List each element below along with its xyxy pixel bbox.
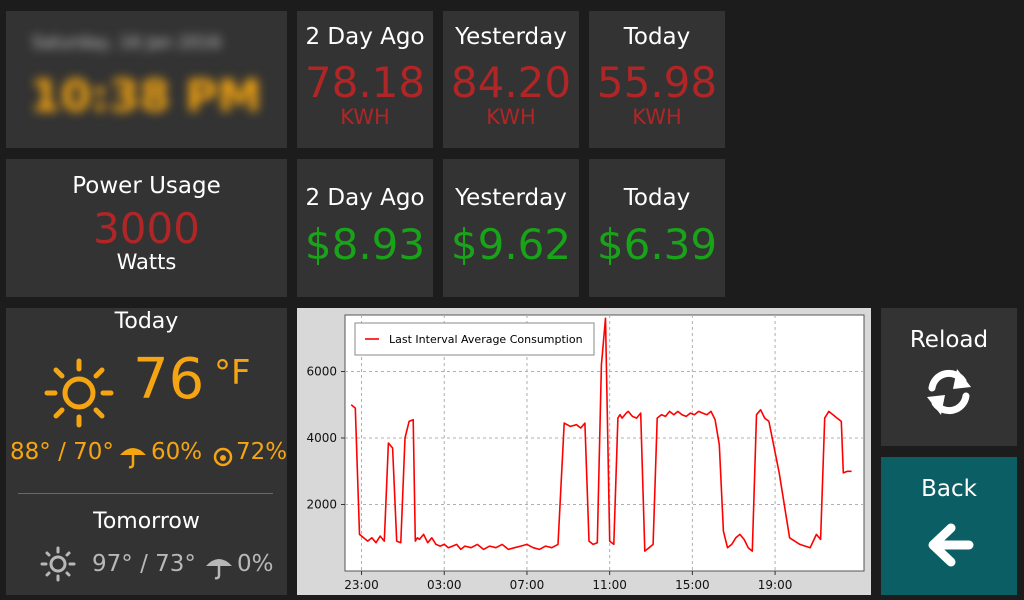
weather-today-rain: 60%	[151, 439, 203, 465]
energy-two-day-ago-label: 2 Day Ago	[305, 24, 425, 50]
back-button[interactable]: Back	[881, 457, 1017, 595]
weather-today-label: Today	[114, 309, 179, 334]
weather-tomorrow-label: Tomorrow	[93, 509, 200, 534]
cost-yesterday-label: Yesterday	[455, 185, 567, 211]
cost-today-label: Today	[623, 185, 691, 211]
plot-area	[344, 314, 865, 572]
weather-today-temp-unit: °F	[214, 353, 251, 393]
weather-today-hilo: 88° / 70°	[10, 439, 114, 465]
power-usage-label: Power Usage	[72, 173, 221, 199]
weather-today-humidity: 72%	[236, 439, 288, 465]
x-tick-label: 15:00	[675, 578, 710, 592]
cost-two-day-ago-value: $8.93	[304, 220, 426, 269]
energy-two-day-ago-value: 78.18	[304, 58, 426, 107]
drop-icon	[212, 446, 234, 468]
power-usage-tile: Power Usage 3000 Watts	[6, 159, 287, 297]
legend-label: Last Interval Average Consumption	[389, 333, 583, 346]
y-tick-label: 2000	[306, 498, 337, 512]
x-tick-label: 23:00	[344, 578, 379, 592]
weather-tomorrow-hilo: 97° / 73°	[92, 551, 196, 577]
cost-today-tile: Today $6.39	[589, 159, 725, 297]
cost-yesterday-value: $9.62	[450, 220, 572, 269]
chart-legend: Last Interval Average Consumption	[354, 322, 595, 356]
x-tick-label: 19:00	[758, 578, 793, 592]
energy-today-tile: Today 55.98 KWH	[589, 11, 725, 148]
reload-button[interactable]: Reload	[881, 308, 1017, 446]
energy-today-label: Today	[623, 24, 691, 50]
umbrella-icon	[118, 443, 148, 469]
weather-tomorrow-rain: 0%	[237, 551, 274, 577]
energy-yesterday-unit: KWH	[486, 105, 536, 129]
cost-today-value: $6.39	[596, 220, 718, 269]
clock-tile: Saturday, 16 Jan 2016 10:38 PM	[6, 11, 287, 148]
y-tick-label: 4000	[306, 431, 337, 445]
sun-icon	[42, 356, 116, 430]
energy-today-unit: KWH	[632, 105, 682, 129]
consumption-chart: 2000 4000 6000 23:00 03:00 07:00 11:00 15:00 19:…	[297, 308, 871, 595]
legend-box	[354, 322, 595, 356]
chart-svg: 2000 4000 6000 23:00 03:00 07:00 11:00 15:00 19:…	[306, 314, 865, 592]
x-tick-label: 03:00	[427, 578, 462, 592]
sun-icon	[39, 545, 77, 583]
refresh-icon	[923, 366, 975, 418]
weather-today-temp: 76	[133, 347, 205, 412]
cost-two-day-ago-label: 2 Day Ago	[305, 185, 425, 211]
energy-today-value: 55.98	[596, 58, 718, 107]
clock-time: 10:38 PM	[30, 71, 262, 122]
y-tick-label: 6000	[306, 365, 337, 379]
reload-label: Reload	[909, 327, 989, 353]
clock-date: Saturday, 16 Jan 2016	[32, 33, 222, 53]
energy-two-day-ago-unit: KWH	[340, 105, 390, 129]
cost-yesterday-tile: Yesterday $9.62	[443, 159, 579, 297]
x-tick-label: 11:00	[592, 578, 627, 592]
umbrella-icon	[204, 554, 234, 580]
arrow-left-icon	[925, 521, 975, 569]
weather-divider	[18, 493, 273, 494]
series-line-consumption	[350, 317, 852, 552]
cost-two-day-ago-tile: 2 Day Ago $8.93	[297, 159, 433, 297]
x-tick-label: 07:00	[510, 578, 545, 592]
power-usage-value: 3000	[93, 204, 200, 253]
power-usage-unit: Watts	[116, 250, 177, 274]
weather-tile: Today 76 °F 88° / 70° 60%	[6, 308, 287, 595]
energy-yesterday-value: 84.20	[450, 58, 572, 107]
energy-two-day-ago-tile: 2 Day Ago 78.18 KWH	[297, 11, 433, 148]
back-label: Back	[921, 476, 977, 502]
energy-yesterday-tile: Yesterday 84.20 KWH	[443, 11, 579, 148]
energy-yesterday-label: Yesterday	[455, 24, 567, 50]
